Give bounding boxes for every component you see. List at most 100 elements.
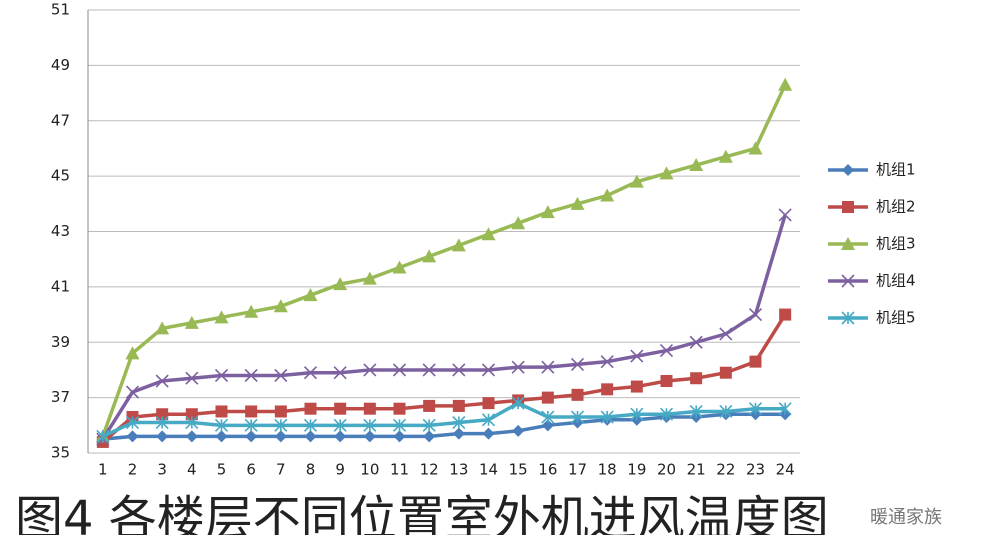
point-marker bbox=[601, 383, 614, 396]
point-marker bbox=[215, 430, 228, 443]
point-marker bbox=[481, 227, 496, 241]
y-tick-label: 45 bbox=[51, 167, 70, 185]
point-marker bbox=[274, 405, 287, 418]
point-marker bbox=[511, 396, 525, 410]
x-tick-label: 14 bbox=[479, 461, 498, 479]
point-marker bbox=[748, 307, 763, 322]
point-marker bbox=[155, 415, 169, 430]
point-marker bbox=[511, 216, 526, 230]
point-marker bbox=[541, 410, 555, 424]
point-marker bbox=[689, 158, 704, 172]
point-marker bbox=[689, 335, 703, 349]
x-tick-label: 9 bbox=[335, 461, 345, 479]
point-marker bbox=[303, 418, 318, 432]
point-marker bbox=[392, 363, 407, 377]
point-marker bbox=[600, 410, 614, 424]
point-marker bbox=[719, 327, 733, 341]
x-tick-label: 2 bbox=[128, 461, 138, 479]
point-marker bbox=[749, 355, 762, 368]
point-marker bbox=[96, 429, 110, 443]
point-marker bbox=[245, 405, 258, 418]
point-marker bbox=[481, 413, 496, 427]
x-tick-label: 21 bbox=[687, 461, 706, 479]
point-marker bbox=[571, 388, 584, 401]
point-marker bbox=[422, 249, 437, 263]
point-marker bbox=[423, 399, 436, 412]
series-line bbox=[101, 214, 787, 441]
point-marker bbox=[570, 357, 585, 371]
point-marker bbox=[185, 430, 198, 443]
point-marker bbox=[274, 418, 288, 432]
x-tick-label: 24 bbox=[776, 461, 795, 479]
point-marker bbox=[778, 77, 793, 91]
point-marker bbox=[718, 149, 733, 163]
point-marker bbox=[451, 238, 466, 252]
point-marker bbox=[570, 196, 585, 210]
point-marker bbox=[334, 402, 347, 415]
point-marker bbox=[125, 415, 140, 430]
point-marker bbox=[303, 288, 318, 302]
y-tick-label: 35 bbox=[51, 444, 70, 462]
point-marker bbox=[155, 374, 169, 388]
x-tick-label: 7 bbox=[276, 461, 286, 479]
point-marker bbox=[719, 366, 732, 379]
y-tick-label: 47 bbox=[51, 111, 70, 129]
point-marker bbox=[244, 418, 258, 432]
y-tick-label: 51 bbox=[51, 1, 70, 19]
point-marker bbox=[452, 415, 466, 430]
point-marker bbox=[719, 404, 733, 419]
legend-label: 机组1 bbox=[876, 161, 916, 179]
y-tick-label: 39 bbox=[51, 333, 70, 351]
point-marker bbox=[481, 363, 496, 377]
point-marker bbox=[362, 271, 377, 285]
point-marker bbox=[125, 385, 140, 399]
point-marker bbox=[512, 424, 525, 437]
point-marker bbox=[214, 418, 229, 432]
point-marker bbox=[393, 430, 406, 443]
x-tick-label: 3 bbox=[157, 461, 167, 479]
point-marker bbox=[304, 430, 317, 443]
x-tick-label: 12 bbox=[420, 461, 439, 479]
point-marker bbox=[422, 418, 436, 432]
x-tick-label: 20 bbox=[657, 461, 676, 479]
point-marker bbox=[630, 349, 644, 363]
point-marker bbox=[690, 372, 703, 385]
point-marker bbox=[630, 380, 643, 393]
point-marker bbox=[185, 371, 199, 385]
point-marker bbox=[541, 391, 554, 404]
point-marker bbox=[363, 363, 377, 377]
point-marker bbox=[659, 407, 674, 421]
x-tick-label: 4 bbox=[187, 461, 197, 479]
y-tick-label: 43 bbox=[51, 222, 70, 240]
point-marker bbox=[185, 415, 199, 430]
point-marker bbox=[333, 277, 348, 291]
watermark: 暖通家族 bbox=[870, 507, 942, 528]
x-tick-label: 5 bbox=[217, 461, 227, 479]
point-marker bbox=[748, 402, 763, 416]
point-marker bbox=[541, 360, 555, 374]
caption: 图4 各楼层不同位置室外机进风温度图 bbox=[15, 491, 829, 535]
point-marker bbox=[185, 408, 198, 421]
point-marker bbox=[214, 368, 229, 383]
point-marker bbox=[630, 407, 644, 421]
point-marker bbox=[245, 430, 258, 443]
point-marker bbox=[570, 410, 585, 424]
point-marker bbox=[393, 402, 406, 415]
point-marker bbox=[125, 346, 140, 360]
legend-marker bbox=[841, 237, 855, 250]
point-marker bbox=[511, 360, 525, 374]
series-line bbox=[101, 84, 787, 437]
point-marker bbox=[392, 418, 407, 432]
x-tick-label: 17 bbox=[568, 461, 587, 479]
x-tick-label: 22 bbox=[716, 461, 735, 479]
point-marker bbox=[689, 404, 703, 419]
x-tick-label: 1 bbox=[98, 461, 108, 479]
point-marker bbox=[156, 408, 169, 421]
series-line bbox=[102, 412, 786, 441]
point-marker bbox=[273, 299, 288, 313]
point-marker bbox=[303, 366, 318, 380]
legend-label: 机组3 bbox=[876, 235, 916, 253]
y-tick-label: 37 bbox=[51, 388, 70, 406]
point-marker bbox=[600, 188, 615, 202]
